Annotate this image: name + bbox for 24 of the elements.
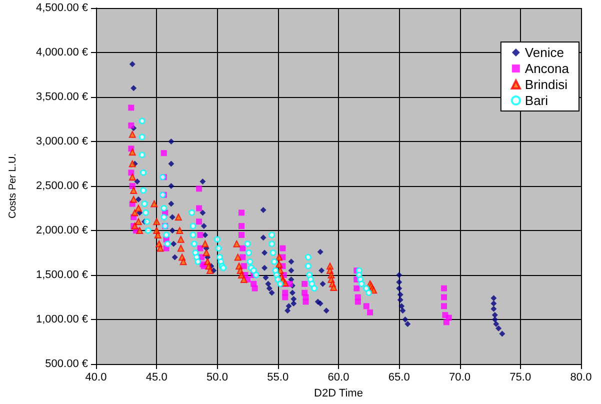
y-tick-label: 2,000.00 €	[36, 224, 88, 236]
x-tick-label: 55.0	[267, 372, 289, 384]
y-tick-label: 1,500.00 €	[36, 269, 88, 281]
x-axis-title: D2D Time	[314, 387, 363, 400]
x-tick-label: 75.0	[510, 372, 532, 384]
x-tick-label: 65.0	[388, 372, 410, 384]
legend-label: Bari	[524, 93, 548, 108]
x-tick-label: 40.0	[85, 372, 107, 384]
x-tick-label: 60.0	[328, 372, 350, 384]
y-tick-label: 4,500.00 €	[36, 2, 88, 14]
y-tick-label: 500.00 €	[45, 358, 88, 370]
y-axis-title: Costs Per L.U.	[8, 153, 18, 219]
x-tick-label: 80.0	[570, 372, 592, 384]
y-tick-label: 4,000.00 €	[36, 46, 88, 58]
legend-label: Brindisi	[524, 77, 568, 92]
y-tick-label: 1,000.00 €	[36, 314, 88, 326]
y-tick-label: 3,000.00 €	[36, 136, 88, 148]
legend-label: Ancona	[524, 61, 570, 76]
y-tick-label: 3,500.00 €	[36, 91, 88, 103]
legend-label: Venice	[524, 45, 564, 60]
y-tick-label: 2,500.00 €	[36, 180, 88, 192]
x-tick-label: 70.0	[449, 372, 470, 384]
x-tick-label: 45.0	[146, 372, 168, 384]
x-tick-label: 50.0	[206, 372, 228, 384]
